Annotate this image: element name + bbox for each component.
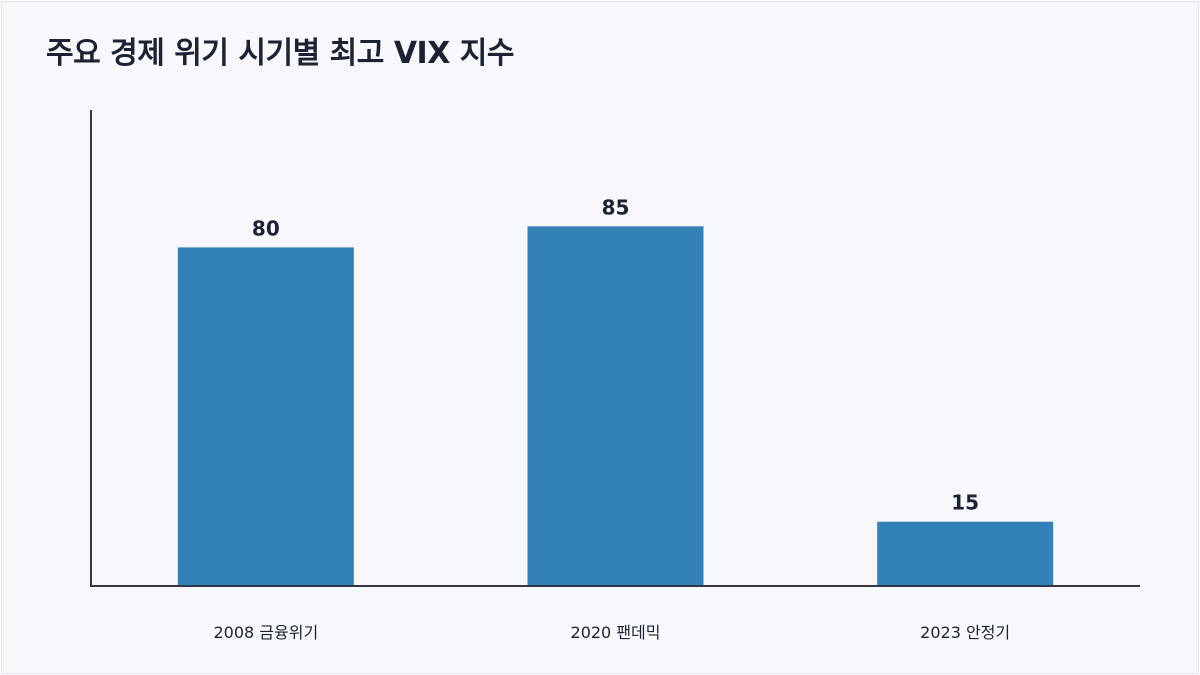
- category-label: 2023 안정기: [920, 623, 1010, 642]
- bar-value-label: 15: [951, 491, 979, 515]
- category-label: 2008 금융위기: [213, 623, 318, 642]
- bar-0: [177, 247, 354, 585]
- bar-2: [877, 521, 1054, 585]
- category-label: 2020 팬데믹: [571, 623, 661, 642]
- bar-1: [527, 226, 704, 586]
- bars-group: [177, 226, 1054, 586]
- chart-title: 주요 경제 위기 시기별 최고 VIX 지수: [46, 36, 514, 71]
- bar-value-label: 80: [252, 216, 280, 240]
- category-labels-group: 2008 금융위기 2020 팬데믹 2023 안정기: [213, 623, 1010, 642]
- bar-value-label: 85: [602, 195, 630, 219]
- value-labels-group: 80 85 15: [252, 195, 979, 514]
